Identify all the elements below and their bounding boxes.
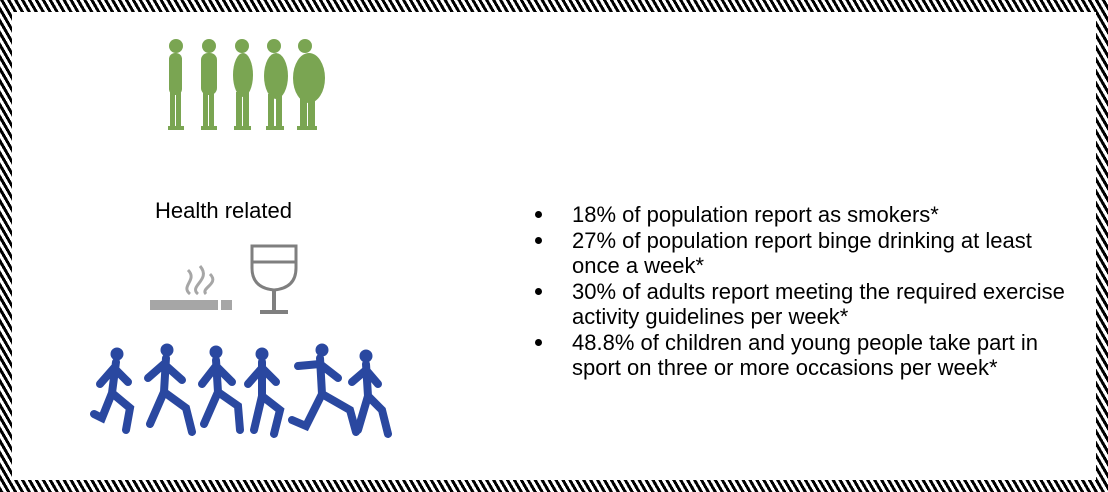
wine-glass-icon: [252, 246, 296, 312]
page: Health related 18% of population report …: [0, 0, 1108, 492]
bullet-text: 18% of population report as smokers*: [572, 202, 939, 227]
runners: [94, 344, 388, 434]
bullet-list: 18% of population report as smokers*27% …: [518, 202, 1078, 381]
bullet-dot: [535, 237, 542, 244]
bullet-dot: [535, 211, 542, 218]
slide: Health related 18% of population report …: [12, 12, 1096, 480]
bullet-dot: [535, 288, 542, 295]
bullet-dot: [535, 339, 542, 346]
bullet-text: 27% of population report binge drinking …: [572, 228, 1032, 278]
bullet-item: 30% of adults report meeting the require…: [518, 279, 1078, 329]
hatched-border: Health related 18% of population report …: [0, 0, 1108, 492]
heading: Health related: [155, 198, 292, 224]
body-silhouettes: [168, 39, 325, 130]
bullet-item: 48.8% of children and young people take …: [518, 330, 1078, 380]
bullet-item: 27% of population report binge drinking …: [518, 228, 1078, 278]
bullet-item: 18% of population report as smokers*: [518, 202, 1078, 227]
cigarette-icon: [150, 266, 232, 310]
bullet-text: 30% of adults report meeting the require…: [572, 279, 1065, 329]
bullet-text: 48.8% of children and young people take …: [572, 330, 1038, 380]
